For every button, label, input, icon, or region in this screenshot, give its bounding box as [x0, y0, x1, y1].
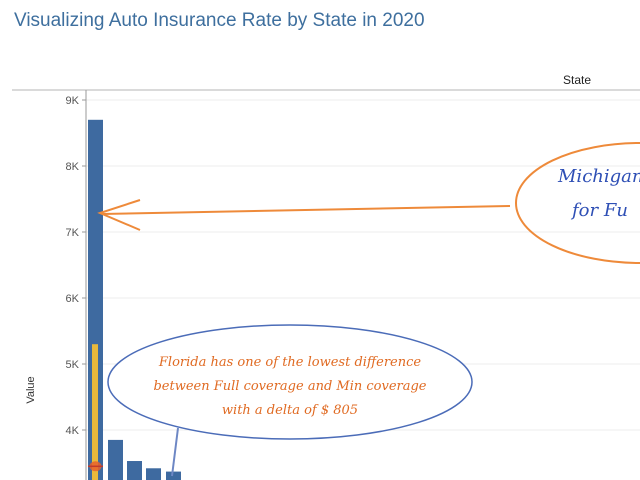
florida-text-line2: between Full coverage and Min coverage [153, 379, 426, 394]
florida-text-line3: with a delta of $ 805 [222, 403, 358, 418]
bar-full-coverage[interactable] [108, 439, 123, 480]
bar-full-coverage[interactable] [166, 471, 181, 480]
florida-annotation: Florida has one of the lowest difference… [107, 324, 473, 477]
florida-ellipse [107, 324, 473, 440]
michigan-annotation: Michigan for Fu [97, 142, 640, 264]
chart-title: Visualizing Auto Insurance Rate by State… [14, 10, 425, 31]
bar-full-coverage[interactable] [127, 461, 142, 480]
bar-full-coverage[interactable] [88, 119, 103, 480]
florida-text-line1: Florida has one of the lowest difference [158, 355, 422, 370]
state-column-header: State [563, 73, 592, 87]
bars-layer [88, 119, 181, 480]
michigan-arrow-line [101, 205, 511, 215]
y-tick-label: 4K [66, 425, 80, 437]
y-axis-ticks: 4K 5K 6K 7K 8K 9K [66, 95, 86, 437]
bar-min-coverage[interactable] [92, 344, 98, 480]
y-axis-label: Value [25, 376, 37, 403]
florida-pointer-line [171, 427, 179, 477]
y-tick-label: 8K [66, 161, 80, 173]
y-tick-label: 7K [66, 227, 80, 239]
michigan-text-line1: Michigan [557, 166, 640, 187]
michigan-ellipse [515, 142, 640, 264]
bar-full-coverage[interactable] [146, 468, 161, 480]
michigan-text-line2: for Fu [570, 200, 628, 221]
y-tick-label: 6K [66, 293, 80, 305]
michigan-arrow-head [97, 199, 141, 231]
y-tick-label: 5K [66, 359, 80, 371]
y-tick-label: 9K [66, 95, 80, 107]
